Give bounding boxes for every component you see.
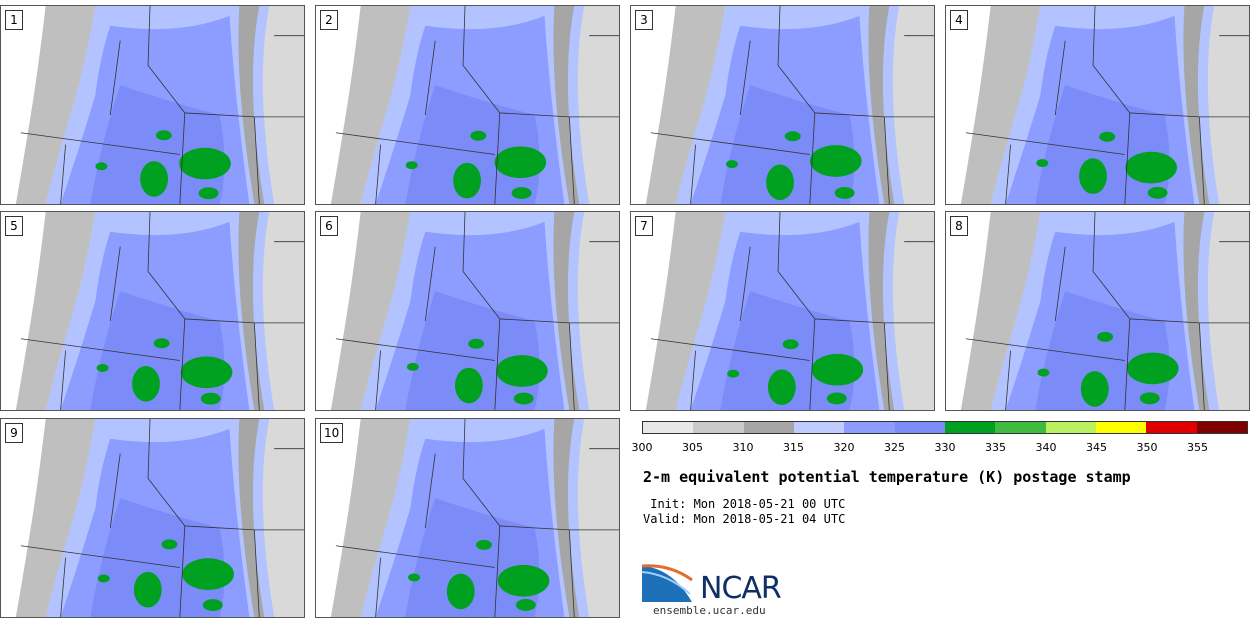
valid-time: Valid: Mon 2018-05-21 04 UTC — [643, 512, 846, 526]
colorbar-swatch — [1196, 422, 1247, 433]
panel-number: 1 — [5, 10, 23, 30]
panel-number: 7 — [635, 216, 653, 236]
init-time: Init: Mon 2018-05-21 00 UTC — [643, 497, 846, 511]
colorbar-swatch — [844, 422, 895, 433]
map-panel-6: 6 — [315, 211, 620, 411]
map-panel-8: 8 — [945, 211, 1250, 411]
colorbar-tick-label: 355 — [1187, 441, 1208, 454]
map-panel-1: 1 — [0, 5, 305, 205]
colorbar-swatch — [643, 422, 694, 433]
colorbar-tick-label: 320 — [833, 441, 855, 454]
panel-number: 6 — [320, 216, 338, 236]
map-panel-10: 10 — [315, 418, 620, 618]
colorbar-tick-label: 350 — [1136, 441, 1158, 454]
panel-number: 9 — [5, 423, 23, 443]
colorbar-tick-label: 305 — [682, 441, 703, 454]
map-panel-2: 2 — [315, 5, 620, 205]
panel-number: 5 — [5, 216, 23, 236]
map-panel-9: 9 — [0, 418, 305, 618]
plot-title: 2-m equivalent potential temperature (K)… — [643, 468, 1131, 486]
map-panel-3: 3 — [630, 5, 935, 205]
colorbar-swatch — [793, 422, 845, 433]
panel-number: 2 — [320, 10, 338, 30]
colorbar-swatch — [944, 422, 996, 433]
colorbar-tick-label: 310 — [732, 441, 754, 454]
colorbar-swatch — [894, 422, 945, 433]
panel-number: 3 — [635, 10, 653, 30]
logo-url: ensemble.ucar.edu — [653, 604, 766, 617]
colorbar-tick-label: 340 — [1035, 441, 1057, 454]
colorbar-tick-label: 325 — [884, 441, 905, 454]
colorbar-swatch — [1146, 422, 1197, 433]
colorbar-tick-label: 330 — [934, 441, 956, 454]
colorbar — [642, 421, 1248, 434]
colorbar-swatch — [1095, 422, 1147, 433]
colorbar-tick-label: 300 — [631, 441, 653, 454]
panel-number: 10 — [320, 423, 344, 443]
colorbar-swatch — [995, 422, 1046, 433]
map-panel-5: 5 — [0, 211, 305, 411]
map-panel-7: 7 — [630, 211, 935, 411]
colorbar-swatch — [743, 422, 794, 433]
colorbar-swatch — [1045, 422, 1096, 433]
colorbar-tick-label: 345 — [1086, 441, 1107, 454]
map-panel-4: 4 — [945, 5, 1250, 205]
ncar-logo-icon — [642, 564, 693, 602]
logo-name: NCAR — [700, 571, 782, 606]
colorbar-tick-label: 315 — [783, 441, 804, 454]
colorbar-swatch — [693, 422, 744, 433]
colorbar-ticks: 300 305 310 315 320 325 330 335 340 345 350 355 — [632, 441, 1248, 455]
panel-number: 8 — [950, 216, 968, 236]
panel-number: 4 — [950, 10, 968, 30]
colorbar-tick-label: 335 — [985, 441, 1006, 454]
